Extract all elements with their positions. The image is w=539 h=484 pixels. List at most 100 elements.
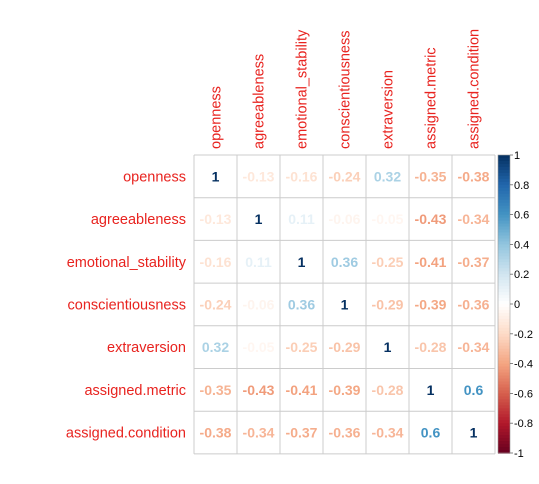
cell-value-assigned.metric-openness: -0.35: [200, 382, 232, 398]
col-label-emotional_stability: emotional_stability: [295, 29, 311, 149]
colorbar-segment: [498, 327, 510, 332]
colorbar-segment: [498, 447, 510, 451]
colorbar-segment: [498, 184, 510, 189]
grid-lines: [193, 154, 496, 455]
colorbar-segment: [498, 372, 510, 377]
cell-value-extraversion-agreeableness: -0.05: [243, 339, 275, 355]
cell-value-assigned.metric-conscientiousness: -0.39: [329, 382, 361, 398]
cell-value-agreeableness-agreeableness: 1: [255, 211, 263, 227]
cell-value-conscientiousness-assigned.metric: -0.39: [415, 296, 447, 312]
colorbar-tick-label: 0.2: [514, 269, 529, 281]
colorbar-segment: [498, 390, 510, 394]
cell-value-extraversion-openness: 0.32: [202, 339, 229, 355]
colorbar-segment: [498, 223, 510, 228]
colorbar-segment: [498, 292, 510, 296]
colorbar-segment: [498, 309, 510, 314]
colorbar-segment: [498, 423, 510, 427]
col-label-assigned.condition: assigned.condition: [467, 29, 483, 149]
colorbar-tick-label: 0: [514, 299, 520, 311]
colorbar-segment: [498, 214, 510, 219]
colorbar-tick-label: 1: [514, 150, 520, 162]
colorbar-segment: [498, 211, 510, 216]
colorbar-segment: [498, 244, 510, 248]
col-label-assigned.metric: assigned.metric: [424, 47, 440, 149]
cell-value-openness-agreeableness: -0.13: [243, 168, 275, 184]
colorbar-segment: [498, 429, 510, 433]
cell-value-conscientiousness-emotional_stability: 0.36: [288, 296, 315, 312]
cell-value-emotional_stability-emotional_stability: 1: [298, 254, 306, 270]
cell-value-conscientiousness-openness: -0.24: [200, 296, 232, 312]
colorbar-segment: [498, 321, 510, 326]
cell-value-assigned.condition-assigned.metric: 0.6: [421, 425, 441, 441]
cell-value-assigned.condition-conscientiousness: -0.36: [329, 425, 361, 441]
colorbar-segment: [498, 250, 510, 254]
colorbar-segment: [498, 393, 510, 397]
row-label-extraversion: extraversion: [107, 340, 186, 356]
colorbar-tick-label: -1: [514, 448, 524, 460]
colorbar-segment: [498, 229, 510, 234]
colorbar-segment: [498, 217, 510, 222]
colorbar-segment: [498, 286, 510, 290]
cell-value-agreeableness-assigned.metric: -0.43: [415, 211, 447, 227]
colorbar-segment: [498, 417, 510, 421]
colorbar-segment: [498, 232, 510, 237]
cell-value-assigned.metric-agreeableness: -0.43: [243, 382, 275, 398]
col-label-conscientiousness: conscientiousness: [338, 31, 354, 150]
colorbar-segment: [498, 163, 510, 168]
colorbar-segment: [498, 333, 510, 338]
cell-value-extraversion-conscientiousness: -0.29: [329, 339, 361, 355]
cell-value-openness-assigned.metric: -0.35: [415, 168, 447, 184]
cell-value-emotional_stability-assigned.metric: -0.41: [415, 254, 447, 270]
cell-value-agreeableness-conscientiousness: -0.06: [329, 211, 361, 227]
colorbar-segment: [498, 205, 510, 210]
cell-value-openness-openness: 1: [212, 168, 220, 184]
colorbar-segment: [498, 256, 510, 260]
cell-value-extraversion-assigned.metric: -0.28: [415, 339, 447, 355]
colorbar-segment: [498, 384, 510, 389]
colorbar-segment: [498, 301, 510, 305]
colorbar-segment: [498, 444, 510, 448]
correlation-cells: 1 -0.13 -0.16 -0.24 0.32 -0.35 -0.38 -0.13 1 0.11…: [200, 168, 490, 440]
cell-value-openness-extraversion: 0.32: [374, 168, 401, 184]
cell-value-assigned.condition-emotional_stability: -0.37: [286, 425, 318, 441]
cell-value-agreeableness-assigned.condition: -0.34: [458, 211, 490, 227]
cell-value-assigned.metric-extraversion: -0.28: [372, 382, 404, 398]
row-label-conscientiousness: conscientiousness: [68, 297, 187, 313]
colorbar-segment: [498, 262, 510, 266]
row-label-assigned.condition: assigned.condition: [66, 426, 186, 442]
cell-value-conscientiousness-assigned.condition: -0.36: [458, 296, 490, 312]
colorbar-tick-label: 0.8: [514, 180, 529, 192]
colorbar-segment: [498, 324, 510, 329]
colorbar-segment: [498, 399, 510, 403]
colorbar-segment: [498, 289, 510, 293]
cell-value-extraversion-assigned.condition: -0.34: [458, 339, 490, 355]
colorbar-segment: [498, 181, 510, 186]
colorbar-segment: [498, 414, 510, 418]
colorbar-segment: [498, 402, 510, 406]
cell-value-extraversion-emotional_stability: -0.25: [286, 339, 318, 355]
colorbar-segment: [498, 363, 510, 368]
column-labels: openness agreeableness emotional_stability…: [209, 29, 483, 149]
cell-value-conscientiousness-extraversion: -0.29: [372, 296, 404, 312]
colorbar-segment: [498, 199, 510, 204]
colorbar-segment: [498, 202, 510, 207]
cell-value-assigned.metric-assigned.metric: 1: [427, 382, 435, 398]
colorbar: 1 0.8 0.6 0.4 0.2 0 -0.2 -0.4 -0.6 -0.8 -1: [497, 150, 533, 460]
colorbar-segment: [498, 306, 510, 311]
colorbar-segment: [498, 283, 510, 287]
colorbar-segment: [498, 339, 510, 344]
colorbar-segment: [498, 265, 510, 269]
colorbar-segment: [498, 155, 510, 159]
colorbar-segment: [498, 187, 510, 192]
colorbar-segment: [498, 369, 510, 374]
colorbar-segment: [498, 235, 510, 240]
cell-value-assigned.condition-extraversion: -0.34: [372, 425, 404, 441]
colorbar-segment: [498, 196, 510, 201]
colorbar-segment: [498, 238, 510, 243]
colorbar-segment: [498, 432, 510, 436]
colorbar-segment: [498, 378, 510, 383]
colorbar-segment: [498, 342, 510, 347]
colorbar-segment: [498, 172, 510, 177]
cell-value-emotional_stability-extraversion: -0.25: [372, 254, 404, 270]
